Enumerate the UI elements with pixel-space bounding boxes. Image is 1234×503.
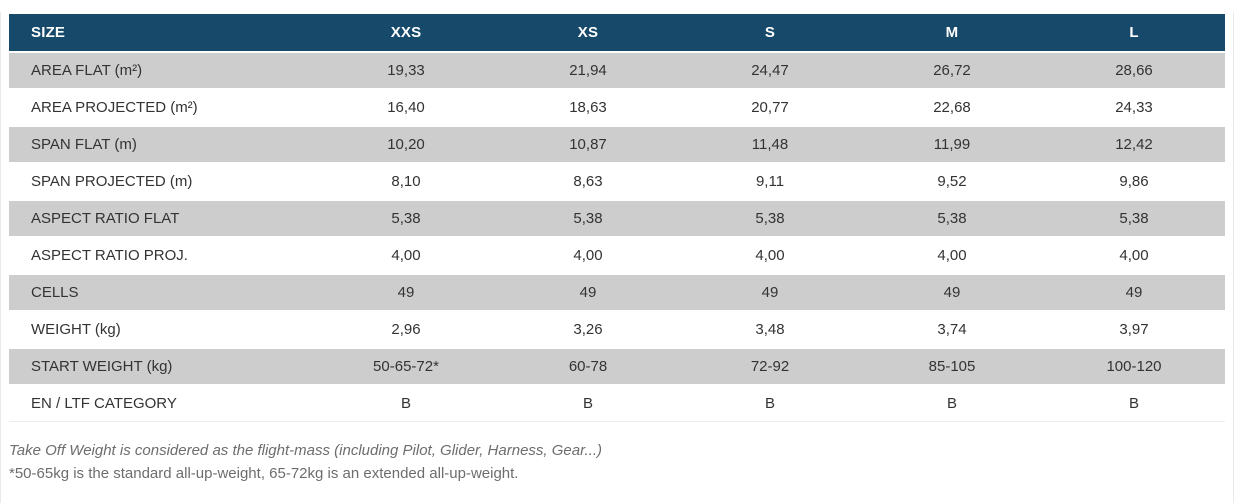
row-label: SPAN FLAT (m) [9, 127, 315, 162]
row-label: WEIGHT (kg) [9, 312, 315, 347]
spec-cell: 85-105 [861, 349, 1043, 384]
spec-cell: 20,77 [679, 90, 861, 125]
spec-cell: 49 [497, 275, 679, 310]
spec-cell: 5,38 [315, 201, 497, 236]
spec-cell: 3,26 [497, 312, 679, 347]
specifications-table: SIZE XXS XS S M L AREA FLAT (m²) 19,33 2… [9, 12, 1225, 424]
spec-page: SIZE XXS XS S M L AREA FLAT (m²) 19,33 2… [0, 12, 1234, 503]
spec-cell: 26,72 [861, 53, 1043, 88]
spec-cell: 49 [315, 275, 497, 310]
spec-cell: B [861, 386, 1043, 422]
column-header-size: SIZE [9, 14, 315, 51]
spec-cell: 49 [679, 275, 861, 310]
table-row-span-projected: SPAN PROJECTED (m) 8,10 8,63 9,11 9,52 9… [9, 164, 1225, 199]
spec-cell: 24,47 [679, 53, 861, 88]
spec-cell: 11,48 [679, 127, 861, 162]
row-label: EN / LTF CATEGORY [9, 386, 315, 422]
table-row-area-flat: AREA FLAT (m²) 19,33 21,94 24,47 26,72 2… [9, 53, 1225, 88]
spec-cell: 10,20 [315, 127, 497, 162]
spec-cell: 3,48 [679, 312, 861, 347]
spec-cell: B [315, 386, 497, 422]
table-row-aspect-ratio-proj: ASPECT RATIO PROJ. 4,00 4,00 4,00 4,00 4… [9, 238, 1225, 273]
table-row-weight: WEIGHT (kg) 2,96 3,26 3,48 3,74 3,97 [9, 312, 1225, 347]
spec-cell: 24,33 [1043, 90, 1225, 125]
table-row-start-weight: START WEIGHT (kg) 50-65-72* 60-78 72-92 … [9, 349, 1225, 384]
column-header-l: L [1043, 14, 1225, 51]
spec-cell: 9,11 [679, 164, 861, 199]
row-label: AREA PROJECTED (m²) [9, 90, 315, 125]
spec-cell: 8,63 [497, 164, 679, 199]
row-label: CELLS [9, 275, 315, 310]
spec-cell: B [679, 386, 861, 422]
row-label: ASPECT RATIO PROJ. [9, 238, 315, 273]
spec-cell: 49 [1043, 275, 1225, 310]
spec-cell: 72-92 [679, 349, 861, 384]
table-row-aspect-ratio-flat: ASPECT RATIO FLAT 5,38 5,38 5,38 5,38 5,… [9, 201, 1225, 236]
spec-cell: 18,63 [497, 90, 679, 125]
table-row-en-ltf-category: EN / LTF CATEGORY B B B B B [9, 386, 1225, 422]
column-header-xs: XS [497, 14, 679, 51]
spec-cell: 8,10 [315, 164, 497, 199]
spec-cell: 4,00 [1043, 238, 1225, 273]
spec-cell: 4,00 [497, 238, 679, 273]
spec-cell: 16,40 [315, 90, 497, 125]
row-label: AREA FLAT (m²) [9, 53, 315, 88]
footnote-start-weight-asterisk: *50-65kg is the standard all-up-weight, … [9, 465, 519, 482]
footnotes: Take Off Weight is considered as the fli… [9, 439, 1225, 485]
spec-cell: 9,52 [861, 164, 1043, 199]
spec-cell: 5,38 [1043, 201, 1225, 236]
header-row: SIZE XXS XS S M L [9, 14, 1225, 51]
spec-cell: 19,33 [315, 53, 497, 88]
row-label: SPAN PROJECTED (m) [9, 164, 315, 199]
spec-cell: 10,87 [497, 127, 679, 162]
row-label: ASPECT RATIO FLAT [9, 201, 315, 236]
column-header-xxs: XXS [315, 14, 497, 51]
spec-cell: 60-78 [497, 349, 679, 384]
spec-cell: B [497, 386, 679, 422]
spec-cell: 4,00 [315, 238, 497, 273]
column-header-s: S [679, 14, 861, 51]
spec-cell: 50-65-72* [315, 349, 497, 384]
row-label: START WEIGHT (kg) [9, 349, 315, 384]
spec-cell: 9,86 [1043, 164, 1225, 199]
spec-cell: 4,00 [861, 238, 1043, 273]
spec-cell: 5,38 [679, 201, 861, 236]
spec-cell: 12,42 [1043, 127, 1225, 162]
spec-cell: 28,66 [1043, 53, 1225, 88]
spec-cell: 5,38 [861, 201, 1043, 236]
column-header-m: M [861, 14, 1043, 51]
spec-cell: 100-120 [1043, 349, 1225, 384]
spec-cell: 2,96 [315, 312, 497, 347]
spec-cell: 4,00 [679, 238, 861, 273]
spec-cell: 49 [861, 275, 1043, 310]
spec-cell: 22,68 [861, 90, 1043, 125]
footnote-takeoff-weight: Take Off Weight is considered as the fli… [9, 442, 603, 459]
spec-cell: B [1043, 386, 1225, 422]
table-row-cells: CELLS 49 49 49 49 49 [9, 275, 1225, 310]
spec-cell: 3,74 [861, 312, 1043, 347]
table-row-area-projected: AREA PROJECTED (m²) 16,40 18,63 20,77 22… [9, 90, 1225, 125]
spec-cell: 21,94 [497, 53, 679, 88]
table-row-span-flat: SPAN FLAT (m) 10,20 10,87 11,48 11,99 12… [9, 127, 1225, 162]
spec-cell: 5,38 [497, 201, 679, 236]
spec-cell: 11,99 [861, 127, 1043, 162]
specifications-table-container: SIZE XXS XS S M L AREA FLAT (m²) 19,33 2… [9, 12, 1225, 424]
spec-cell: 3,97 [1043, 312, 1225, 347]
